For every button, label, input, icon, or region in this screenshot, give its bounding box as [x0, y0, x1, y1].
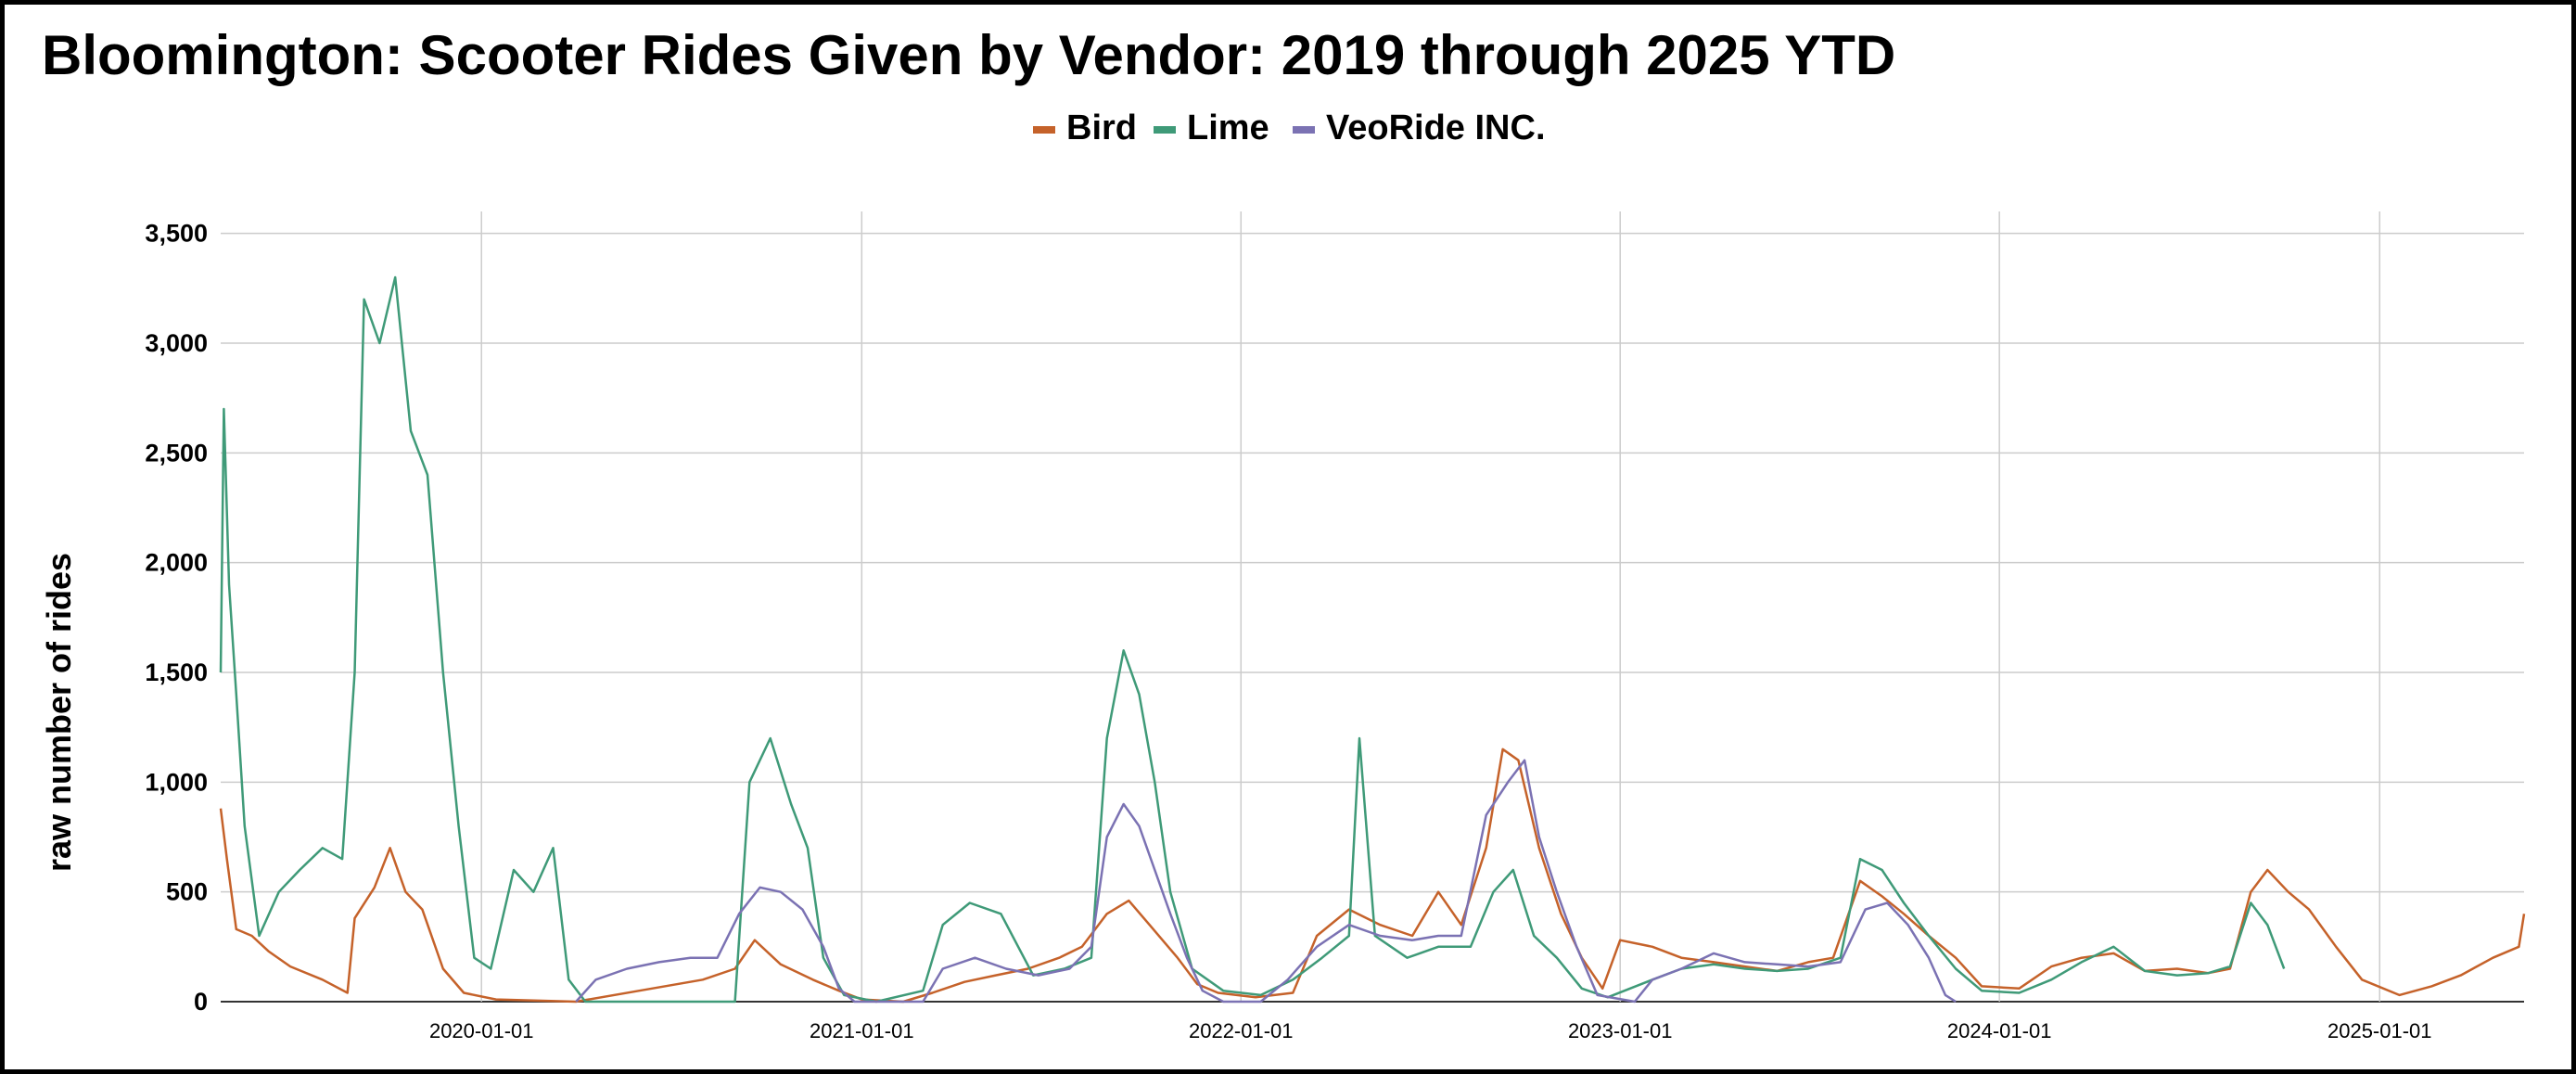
series-line-lime: [219, 275, 2286, 1004]
x-tick-label: 2025-01-01: [2327, 1019, 2432, 1042]
y-tick-label: 3,000: [145, 329, 208, 357]
legend-swatch-veoride-inc: [1293, 126, 1315, 134]
y-tick-label: 3,500: [145, 220, 208, 248]
x-tick-label: 2023-01-01: [1568, 1019, 1673, 1042]
x-tick-label: 2024-01-01: [1947, 1019, 2052, 1042]
x-tick-labels: 2020-01-01 2021-01-01 2022-01-01 2023-01-01…: [429, 1019, 2432, 1042]
series-lines: [219, 275, 2526, 1004]
legend: Bird Lime VeoRide INC.: [1033, 109, 1546, 147]
gridlines: [221, 211, 2524, 1003]
legend-label-lime: Lime: [1187, 109, 1269, 147]
chart-title: Bloomington: Scooter Rides Given by Vend…: [42, 24, 1896, 86]
legend-swatch-lime: [1154, 126, 1176, 134]
y-tick-labels: 0 500 1,000 1,500 2,000 2,500 3,000 3,500: [145, 220, 208, 1016]
legend-swatch-bird: [1033, 126, 1055, 134]
y-axis-label: raw number of rides: [40, 553, 78, 872]
y-tick-label: 500: [166, 878, 208, 906]
legend-label-veoride-inc: VeoRide INC.: [1326, 109, 1546, 147]
x-tick-label: 2020-01-01: [429, 1019, 534, 1042]
y-tick-label: 1,500: [145, 658, 208, 686]
x-tick-label: 2021-01-01: [810, 1019, 914, 1042]
y-tick-label: 0: [194, 988, 208, 1016]
legend-label-bird: Bird: [1066, 109, 1137, 147]
series-line-bird: [219, 748, 2526, 1004]
x-tick-label: 2022-01-01: [1189, 1019, 1294, 1042]
y-tick-label: 2,500: [145, 439, 208, 467]
y-tick-label: 1,000: [145, 768, 208, 796]
series-line-veoride-inc: [575, 759, 1957, 1004]
y-tick-label: 2,000: [145, 549, 208, 577]
